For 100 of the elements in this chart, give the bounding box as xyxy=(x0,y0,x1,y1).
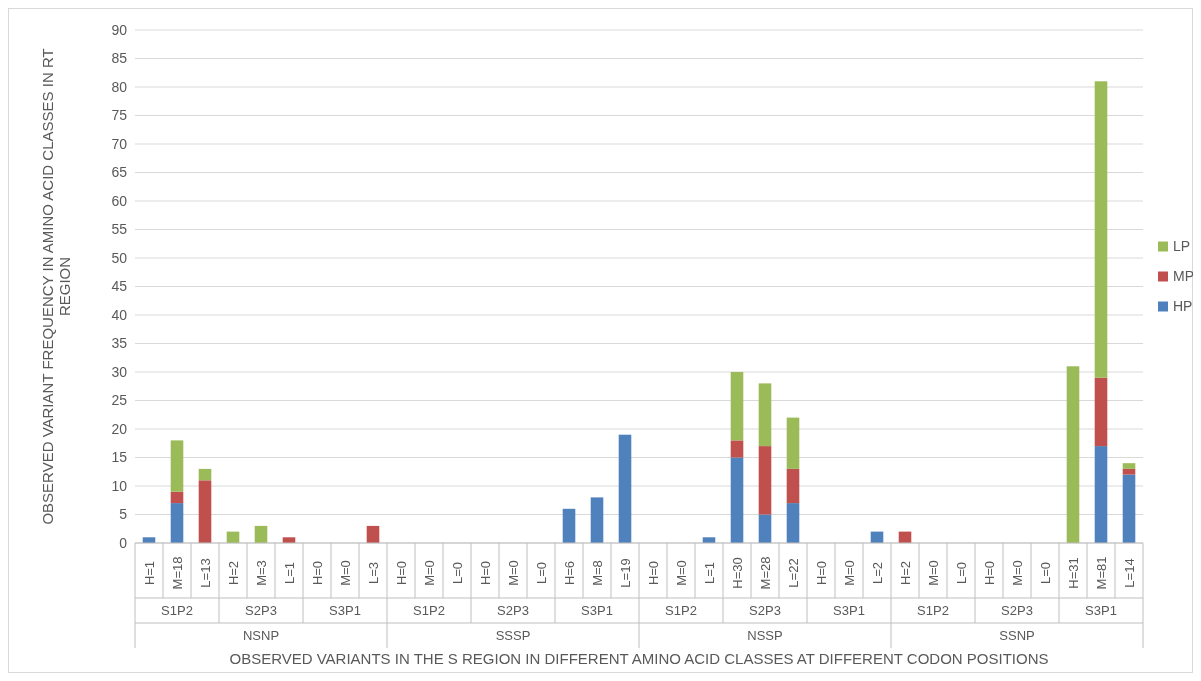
bar xyxy=(618,434,632,543)
text: S3P1 xyxy=(329,603,361,619)
y-tick-label: 30 xyxy=(111,363,128,380)
y-tick-label: 25 xyxy=(111,392,128,409)
bar xyxy=(730,372,744,441)
x-tick-label: L=0 xyxy=(1037,561,1053,585)
bar xyxy=(170,440,184,492)
y-tick-label: 55 xyxy=(111,221,128,238)
y-tick-label: 70 xyxy=(111,135,128,152)
x-tick-label: H=0 xyxy=(645,560,661,586)
x-tick-label: H=2 xyxy=(897,560,913,586)
text: S1P2 xyxy=(665,603,697,619)
x-tick-label: L=3 xyxy=(365,561,381,585)
text: S1P2 xyxy=(413,603,445,619)
x-tick-label: M=0 xyxy=(421,560,437,586)
y-tick-label: 45 xyxy=(111,278,128,295)
x-tick-label: L=0 xyxy=(449,561,465,585)
bar xyxy=(198,480,212,543)
y-tick-label: 65 xyxy=(111,164,128,181)
bar xyxy=(1094,446,1108,543)
bar xyxy=(590,497,604,543)
x-tick-label: L=0 xyxy=(953,561,969,585)
bar xyxy=(1122,474,1136,543)
x-tick-label: L=1 xyxy=(281,561,297,585)
y-tick-label: 5 xyxy=(119,506,128,523)
bar xyxy=(1122,463,1136,469)
bar xyxy=(1094,81,1108,378)
y-tick-label: 85 xyxy=(111,50,128,67)
bar xyxy=(562,508,576,543)
x-tick-label: H=0 xyxy=(813,560,829,586)
bar xyxy=(786,503,800,543)
y-tick-label: 90 xyxy=(111,21,128,38)
bar xyxy=(170,503,184,543)
x-tick-label: H=6 xyxy=(561,560,577,586)
y-axis-title: OBSERVED VARIANT FREQUENCY IN AMINO ACID CLASSES IN RT REGION xyxy=(39,48,73,525)
y-tick-label: 80 xyxy=(111,78,128,95)
x-tick-label: M=0 xyxy=(925,560,941,586)
x-tick-label: M=3 xyxy=(253,560,269,586)
x-tick-label: H=0 xyxy=(309,560,325,586)
x-tick-label: H=31 xyxy=(1065,557,1081,589)
bar xyxy=(758,446,772,515)
text: S1P2 xyxy=(161,603,193,619)
y-tick-label: 50 xyxy=(111,249,128,266)
x-tick-label: M=0 xyxy=(505,560,521,586)
text: S3P1 xyxy=(833,603,865,619)
legend-label: HP xyxy=(1173,298,1193,315)
bar xyxy=(758,514,772,543)
y-tick-label: 35 xyxy=(111,335,128,352)
text: NSNP xyxy=(242,628,280,644)
legend-label: LP xyxy=(1173,238,1191,255)
legend-label: MP xyxy=(1173,268,1194,285)
x-tick-label: M=28 xyxy=(757,556,773,590)
y-tick-label: 75 xyxy=(111,107,128,124)
bar xyxy=(786,468,800,504)
y-tick-label: 60 xyxy=(111,192,128,209)
bar xyxy=(730,440,744,458)
x-tick-label: M=18 xyxy=(169,556,185,590)
x-tick-label: H=1 xyxy=(141,560,157,586)
x-tick-label: M=0 xyxy=(1009,560,1025,586)
x-tick-label: M=0 xyxy=(841,560,857,586)
x-tick-label: H=30 xyxy=(729,557,745,589)
bar xyxy=(786,417,800,469)
x-tick-label: L=19 xyxy=(617,558,633,588)
x-tick-label: H=0 xyxy=(393,560,409,586)
x-tick-label: L=14 xyxy=(1121,558,1137,588)
text: SSNP xyxy=(999,628,1035,644)
y-tick-label: 0 xyxy=(119,534,128,551)
text: S2P3 xyxy=(497,603,529,619)
y-tick-label: 15 xyxy=(111,449,128,466)
x-tick-label: H=2 xyxy=(225,560,241,586)
y-tick-label: 20 xyxy=(111,420,128,437)
x-tick-label: L=22 xyxy=(785,558,801,588)
text: S2P3 xyxy=(245,603,277,619)
x-tick-label: H=0 xyxy=(981,560,997,586)
x-tick-label: M=8 xyxy=(589,560,605,586)
x-tick-label: M=81 xyxy=(1093,556,1109,590)
x-tick-label: M=0 xyxy=(673,560,689,586)
text: S1P2 xyxy=(917,603,949,619)
y-tick-label: 10 xyxy=(111,477,128,494)
text: NSSP xyxy=(747,628,783,644)
text: S3P1 xyxy=(1085,603,1117,619)
text: S2P3 xyxy=(749,603,781,619)
bar xyxy=(1066,366,1080,543)
x-tick-label: L=2 xyxy=(869,561,885,585)
bar xyxy=(170,491,184,504)
text: S3P1 xyxy=(581,603,613,619)
x-tick-label: M=0 xyxy=(337,560,353,586)
bar xyxy=(1094,377,1108,447)
text: SSSP xyxy=(495,628,531,644)
text: S2P3 xyxy=(1001,603,1033,619)
bar xyxy=(198,468,212,481)
x-axis-title: OBSERVED VARIANTS IN THE S REGION IN DIFFERENT AMINO ACID CLASSES AT DIFFERENT CODON POSITIONS xyxy=(229,650,1049,668)
x-tick-label: L=0 xyxy=(533,561,549,585)
x-tick-label: L=1 xyxy=(701,561,717,585)
x-tick-label: L=13 xyxy=(197,558,213,588)
bar xyxy=(730,457,744,543)
x-tick-label: H=0 xyxy=(477,560,493,586)
bar xyxy=(758,383,772,447)
y-tick-label: 40 xyxy=(111,306,128,323)
bar xyxy=(1122,468,1136,475)
